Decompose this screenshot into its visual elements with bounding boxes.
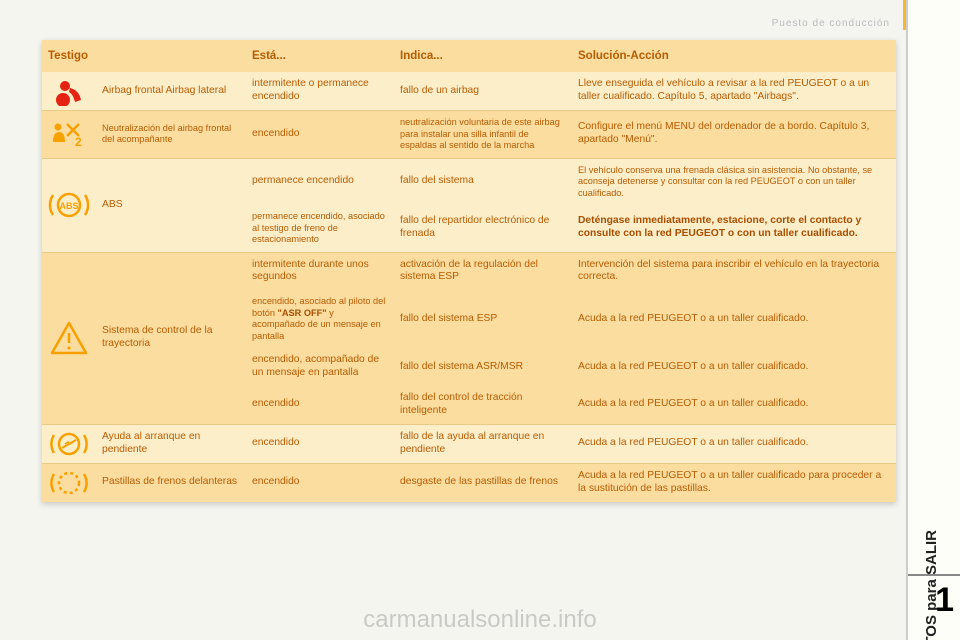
tray-r2-esta: encendido, asociado al piloto del botón … — [246, 290, 394, 348]
row-abs-1: ABS ABS permanece encendido fallo del si… — [42, 158, 896, 205]
airbag-indica: fallo de un airbag — [394, 72, 572, 111]
tray-r4-esta: encendido — [246, 386, 394, 424]
abs-icon: ABS — [42, 158, 96, 252]
tray-desc: Sistema de control de la trayectoria — [96, 252, 246, 424]
airbag-sol: Lleve enseguida el vehículo a revisar a … — [572, 72, 896, 111]
row-neutral: 2 Neutralización del airbag frontal del … — [42, 111, 896, 159]
table: Testigo Está... Indica... Solución-Acció… — [42, 40, 896, 502]
watermark: carmanualsonline.info — [0, 606, 960, 634]
tray-r2-esta-bold: "ASR OFF" — [278, 308, 327, 318]
row-tray-1: Sistema de control de la trayectoria int… — [42, 252, 896, 290]
row-airbag: Airbag frontal Airbag lateral intermiten… — [42, 72, 896, 111]
right-margin: LISTOS para SALIR 1 — [906, 0, 960, 640]
abs-r2-esta: permanece encendido, asociado al testigo… — [246, 205, 394, 252]
table-header-row: Testigo Está... Indica... Solución-Acció… — [42, 40, 896, 72]
tray-r4-sol: Acuda a la red PEUGEOT o a un taller cua… — [572, 386, 896, 424]
airbag-off-icon: 2 — [42, 111, 96, 159]
th-indica: Indica... — [394, 40, 572, 72]
abs-r1-indica: fallo del sistema — [394, 158, 572, 205]
abs-r1-sol: El vehículo conserva una frenada clásica… — [572, 158, 896, 205]
abs-r1-esta: permanece encendido — [246, 158, 394, 205]
hill-indica: fallo de la ayuda al arranque en pendien… — [394, 424, 572, 463]
page: Puesto de conducción LISTOS para SALIR 1… — [0, 0, 960, 640]
tray-r3-indica: fallo del sistema ASR/MSR — [394, 348, 572, 386]
brakes-desc: Pastillas de frenos delanteras — [96, 463, 246, 502]
hill-sol: Acuda a la red PEUGEOT o a un taller cua… — [572, 424, 896, 463]
abs-r2-sol: Deténgase inmediatamente, estacione, cor… — [572, 205, 896, 252]
abs-r2-indica: fallo del repartidor electrónico de fren… — [394, 205, 572, 252]
th-desc — [96, 40, 246, 72]
th-solucion: Solución-Acción — [572, 40, 896, 72]
row-brakes: Pastillas de frenos delanteras encendido… — [42, 463, 896, 502]
trajectory-warning-icon — [42, 252, 96, 424]
abs-desc: ABS — [96, 158, 246, 252]
row-hill: Ayuda al arranque en pendiente encendido… — [42, 424, 896, 463]
svg-text:2: 2 — [75, 135, 82, 148]
side-separator — [908, 574, 960, 576]
brake-pads-icon — [42, 463, 96, 502]
brakes-indica: desgaste de las pastillas de frenos — [394, 463, 572, 502]
hill-desc: Ayuda al arranque en pendiente — [96, 424, 246, 463]
neutral-indica: neutralización voluntaria de este airbag… — [394, 111, 572, 159]
tray-r1-esta: intermitente durante unos segundos — [246, 252, 394, 290]
tray-r3-sol: Acuda a la red PEUGEOT o a un taller cua… — [572, 348, 896, 386]
airbag-icon — [42, 72, 96, 111]
neutral-sol: Configure el menú MENU del ordenador de … — [572, 111, 896, 159]
neutral-esta: encendido — [246, 111, 394, 159]
warning-lights-table: Testigo Está... Indica... Solución-Acció… — [42, 40, 896, 502]
th-esta: Está... — [246, 40, 394, 72]
tray-r2-sol: Acuda a la red PEUGEOT o a un taller cua… — [572, 290, 896, 348]
tray-r4-indica: fallo del control de tracción inteligent… — [394, 386, 572, 424]
hill-assist-icon — [42, 424, 96, 463]
th-testigo: Testigo — [42, 40, 96, 72]
hill-esta: encendido — [246, 424, 394, 463]
brakes-esta: encendido — [246, 463, 394, 502]
svg-text:ABS: ABS — [59, 201, 78, 211]
tray-r1-sol: Intervención del sistema para inscribir … — [572, 252, 896, 290]
neutral-desc: Neutralización del airbag frontal del ac… — [96, 111, 246, 159]
header-faint-text: Puesto de conducción — [772, 18, 890, 29]
tray-r3-esta: encendido, acompañado de un mensaje en p… — [246, 348, 394, 386]
tray-r2-indica: fallo del sistema ESP — [394, 290, 572, 348]
airbag-desc: Airbag frontal Airbag lateral — [96, 72, 246, 111]
side-chapter-number: 1 — [935, 581, 954, 620]
airbag-esta: intermitente o permanece encendido — [246, 72, 394, 111]
tray-r1-indica: activación de la regulación del sistema … — [394, 252, 572, 290]
brakes-sol: Acuda a la red PEUGEOT o a un taller cua… — [572, 463, 896, 502]
